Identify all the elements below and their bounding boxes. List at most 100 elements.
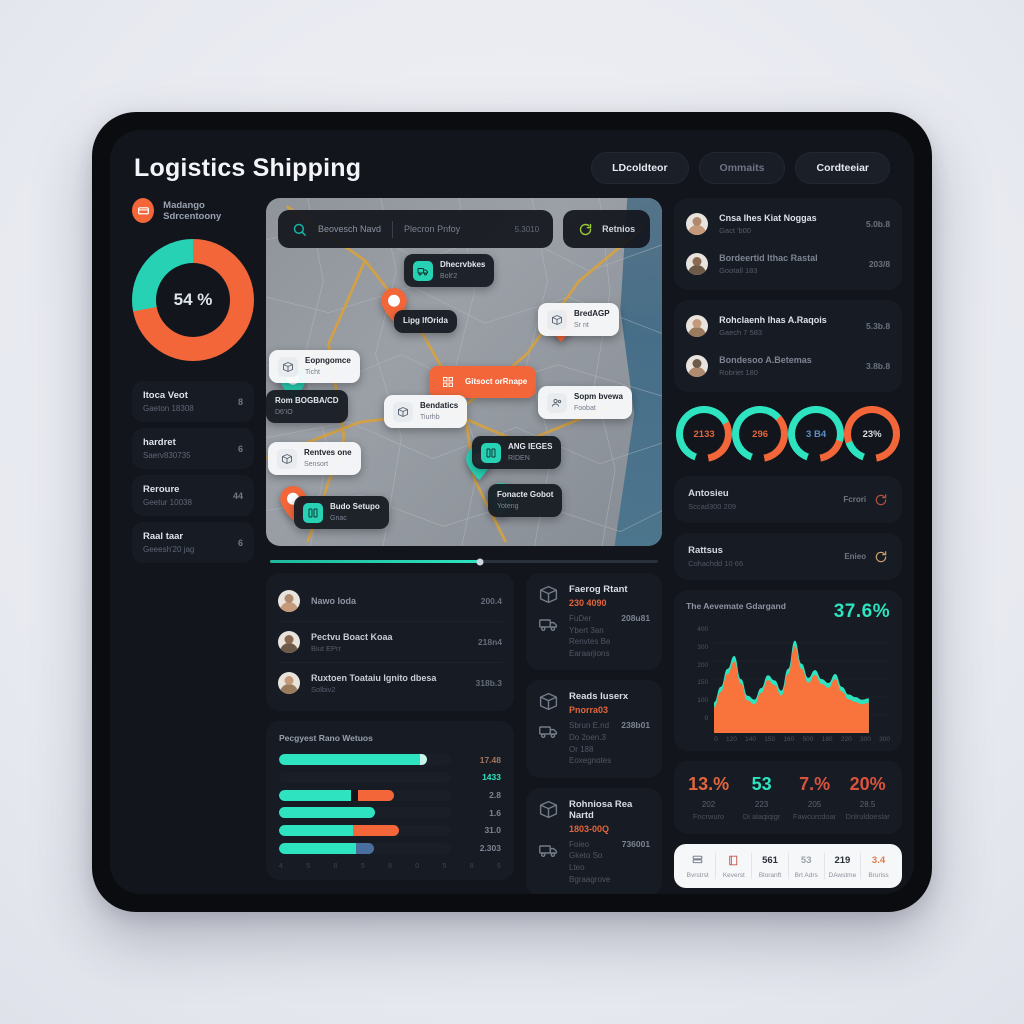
- map-tooltip[interactable]: Budo Setupo Gnac: [294, 496, 389, 530]
- list-item-subtitle: Gaeton 18308: [143, 404, 194, 413]
- list-item[interactable]: hardret Saerv830735 6: [132, 428, 254, 469]
- tooltip-subtitle: Yoteng: [497, 502, 519, 510]
- bar-segment: [358, 789, 395, 801]
- map-slider[interactable]: [266, 556, 662, 565]
- list-item-title: Reroure: [143, 484, 180, 495]
- map-tooltip[interactable]: Bendatics Tiurhb: [384, 395, 468, 429]
- kpi-number: 205: [807, 800, 822, 809]
- list-item-title: hardret: [143, 437, 176, 448]
- search-filter-field[interactable]: Plecron Pnfoy: [404, 224, 461, 234]
- list-item[interactable]: Rohclaenh Ihas A.Raqois Gaech 7 583 5.3b.8: [686, 306, 890, 346]
- stack-icon: [680, 853, 715, 868]
- x-tick: 500: [802, 736, 814, 743]
- list-item[interactable]: Bordeertid Ithac Rastal Gootall 183 203/8: [686, 244, 890, 284]
- summary-item[interactable]: Bvrstrst: [680, 853, 717, 879]
- avatar: [686, 213, 709, 235]
- header-pill-2[interactable]: Ommaits: [698, 152, 786, 184]
- refresh-icon[interactable]: [874, 550, 888, 564]
- bar-axis-tick: 5: [360, 863, 365, 870]
- bar-axis-tick: 6: [497, 863, 501, 870]
- summary-item[interactable]: Keverst: [716, 853, 753, 879]
- list-item[interactable]: Pectvu Boact Koaa Biut EPrr 218n4: [278, 622, 502, 663]
- tooltip-text: Dhecrvbkes Bolt'2: [440, 260, 485, 281]
- box-icon: [132, 198, 155, 223]
- gauge-label: 23%: [862, 428, 882, 440]
- search-input[interactable]: Beovesch Navd: [318, 224, 382, 234]
- avatar-body: [280, 602, 298, 612]
- map-refresh-button[interactable]: Retnios: [563, 210, 651, 248]
- map-tooltip[interactable]: Dhecrvbkes Bolt'2: [404, 254, 495, 288]
- kpi-label: Di alaqiqigr: [742, 812, 781, 821]
- map-panel[interactable]: Beovesch Navd Plecron Pnfoy 5.3010 Retni…: [266, 198, 663, 546]
- summary-label: Bloranft: [758, 872, 782, 879]
- bar-track: [279, 754, 451, 766]
- right-column: Cnsa Ihes Kiat Noggas Gact 'b00 5.0b.8 Bord…: [674, 198, 903, 888]
- task-card[interactable]: Reads Iuserx Pnorra03 Sbrun E.nd Do 2oen.3…: [526, 680, 663, 778]
- person-value: 218n4: [477, 637, 502, 647]
- status-row[interactable]: Antosieu Sccad300 209 Fcrori: [674, 476, 903, 523]
- tooltip-title: Eopngomce: [305, 356, 351, 365]
- status-title: Antosieu: [688, 488, 729, 499]
- summary-item[interactable]: 561 Bloranft: [752, 853, 789, 879]
- map-refresh-label: Retnios: [602, 224, 636, 234]
- donut-ring: 54 %: [132, 239, 254, 361]
- map-topbar: Beovesch Navd Plecron Pnfoy 5.3010 Retni…: [278, 210, 651, 248]
- status-row[interactable]: Rattsus Cohachdd 10 66 Enieo: [674, 533, 903, 580]
- tooltip-subtitle: Foobat: [574, 404, 596, 412]
- person-value: 200.4: [480, 596, 502, 606]
- map-tooltip[interactable]: Rentves one Sensort: [268, 442, 361, 476]
- map-search-bar[interactable]: Beovesch Navd Plecron Pnfoy 5.3010: [278, 210, 554, 248]
- kpi-item: 53 223 Di alaqiqigr: [735, 774, 788, 821]
- task-card[interactable]: Rohniosa Rea Nartd 1803-00Q Foieo Gketo So…: [526, 787, 663, 894]
- gauge-label: 296: [752, 428, 769, 440]
- bar-segment: [352, 824, 400, 836]
- avatar-body: [688, 327, 707, 337]
- slider-knob[interactable]: [476, 558, 484, 565]
- bars-axis: 4 5 8 5 8 0 5 8 6: [279, 857, 501, 870]
- contact-subtitle: Gootall 183: [719, 266, 758, 275]
- task-card[interactable]: Faerog Rtant 230 4090 FuDer Ybert 3an Renv…: [526, 573, 663, 671]
- summary-item[interactable]: 219 DAwstme: [825, 853, 861, 879]
- list-item[interactable]: Cnsa Ihes Kiat Noggas Gact 'b00 5.0b.8: [686, 204, 890, 244]
- map-tooltip[interactable]: Lipg lfOrida: [394, 310, 457, 333]
- contact-subtitle: Gact 'b00: [719, 226, 751, 235]
- summary-item[interactable]: 3.4 Bruriss: [861, 853, 896, 879]
- task-value: 736001: [621, 838, 651, 849]
- summary-item[interactable]: 53 Brt Adrs: [789, 853, 825, 879]
- contact-subtitle: Robriet 180: [719, 368, 758, 377]
- avatar: [278, 590, 300, 612]
- slider-track[interactable]: [270, 558, 659, 565]
- y-tick: 200: [697, 661, 709, 669]
- people-and-bars: Nawo Ioda 200.4 Pectvu Boact Koaa Biut EPrr…: [266, 573, 514, 880]
- map-tooltip[interactable]: ANG IEGES RIDEN: [472, 436, 562, 470]
- kpi-number: 223: [754, 800, 769, 809]
- refresh-icon[interactable]: [874, 493, 888, 507]
- bar-segment: [279, 789, 352, 801]
- kpi-label: Fawcurcdoar: [792, 812, 837, 821]
- header-pill-3[interactable]: Cordteeiar: [795, 152, 890, 184]
- list-item[interactable]: Reroure Geetur 10038 44: [132, 475, 254, 516]
- list-item[interactable]: Itoca Veot Gaeton 18308 8: [132, 381, 254, 422]
- map-tooltip[interactable]: Rom BOGBA/CD D6'IO: [266, 390, 348, 424]
- map-tooltip[interactable]: Fonacte Gobot Yoteng: [488, 484, 563, 518]
- map-tooltip[interactable]: BredAGP Sr nt: [538, 303, 619, 337]
- kpi-number: 202: [701, 800, 716, 809]
- tooltip-subtitle: Gnac: [330, 514, 347, 522]
- plot-area: [714, 625, 891, 733]
- avatar: [278, 631, 300, 653]
- area-chart-header: The Aevemate Gdargand 37.6%: [686, 601, 890, 623]
- header-pills: LDcoldteor Ommaits Cordteeiar: [591, 152, 890, 184]
- list-item[interactable]: Nawo Ioda 200.4: [278, 581, 502, 622]
- bar-track: [279, 824, 451, 836]
- kpi-label: Dnlruldoeslar: [845, 812, 890, 821]
- task-cards: Faerog Rtant 230 4090 FuDer Ybert 3an Renv…: [526, 573, 663, 894]
- person-name: Nawo Ioda: [311, 596, 357, 606]
- list-item[interactable]: Bondesoo A.Betemas Robriet 180 3.8b.8: [686, 346, 890, 386]
- header-pill-1[interactable]: LDcoldteor: [591, 152, 689, 184]
- map-tooltip[interactable]: Sopm bvewa Foobat: [538, 386, 632, 420]
- map-tooltip[interactable]: Eopngomce Ticht: [269, 350, 360, 384]
- list-item[interactable]: Ruxtoen Toataiu Ignito dbesa Solbiv2 318b.…: [278, 663, 502, 703]
- map-tooltip[interactable]: Gitsoct orRnape: [429, 366, 537, 398]
- list-item[interactable]: Raal taar Geeesh'20 jag 6: [132, 522, 254, 563]
- bar-row: 1433: [279, 771, 501, 783]
